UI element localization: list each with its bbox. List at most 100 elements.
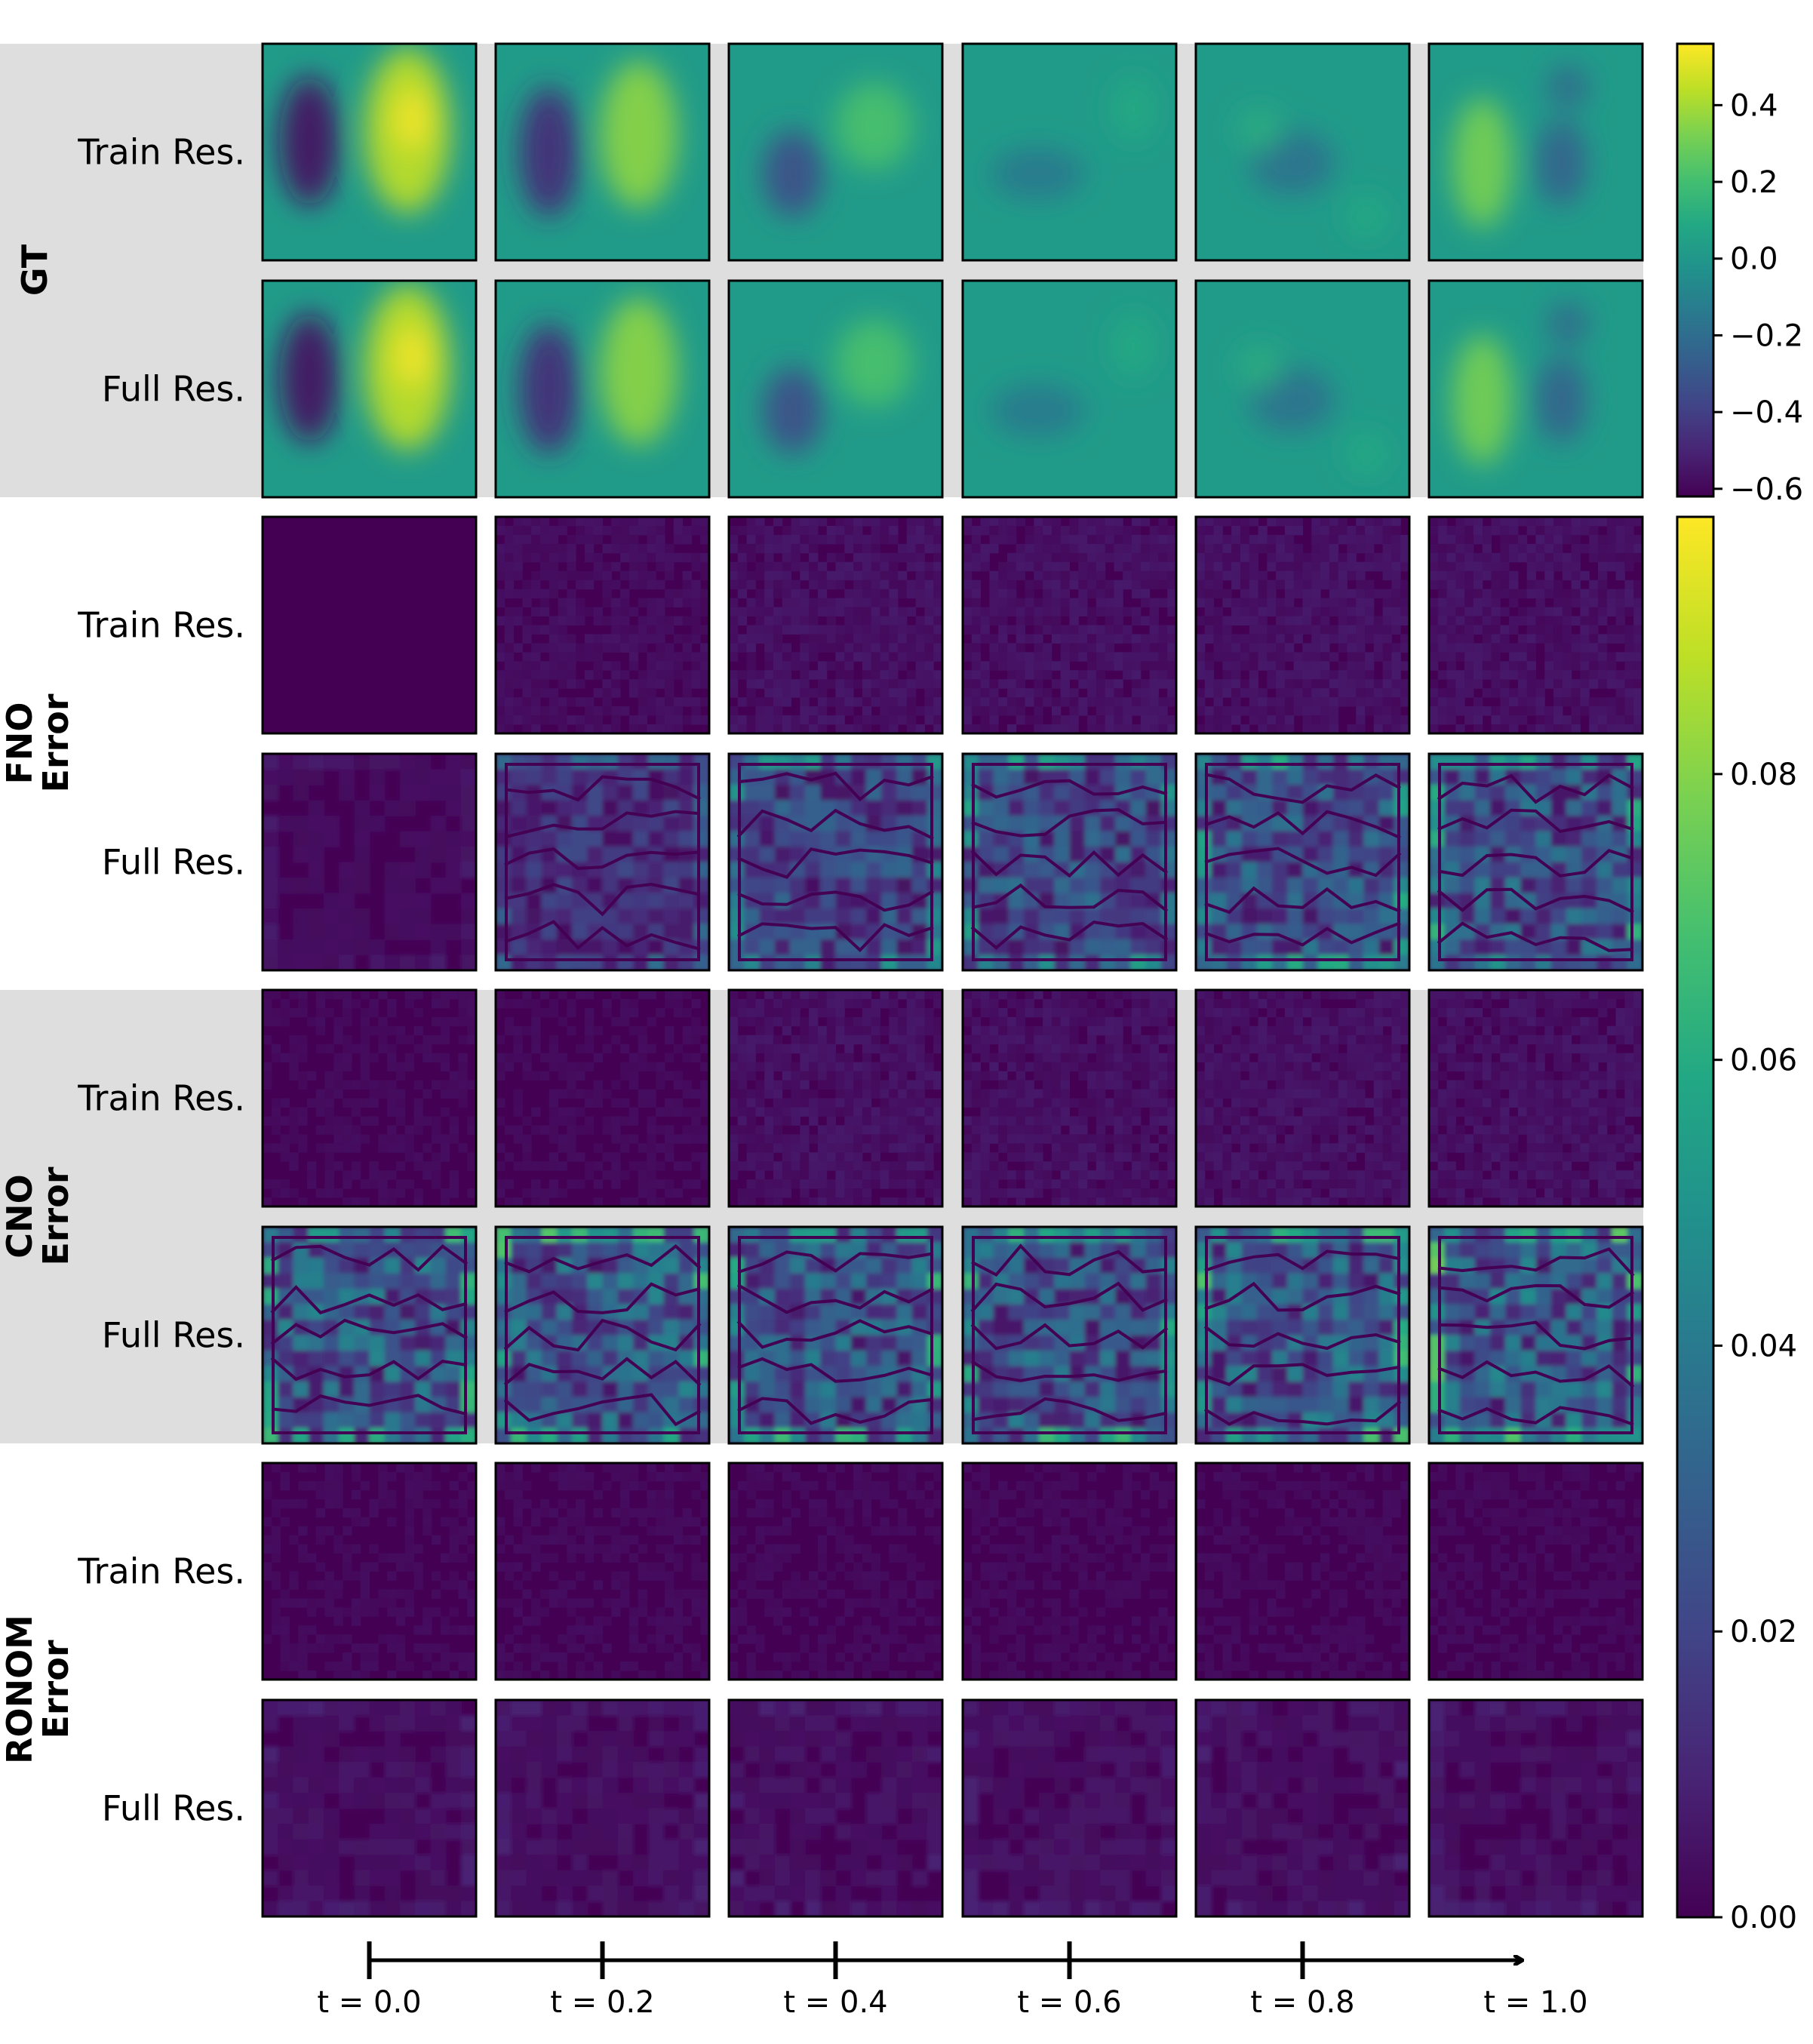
ronom-train-panel-t0.0 <box>261 1462 478 1681</box>
colorbar-tick-label: −0.4 <box>1730 395 1803 430</box>
ronom-full-panel-t0.8 <box>1194 1698 1411 1918</box>
ronom-train-row-label: Train Res. <box>77 1551 245 1592</box>
fno-train-panel-t0.6 <box>961 515 1178 735</box>
panel-frame <box>1194 515 1411 735</box>
panel-frame <box>727 752 944 972</box>
ronom-full-panel-t0.4 <box>727 1698 944 1918</box>
ronom-full-panel-t1.0 <box>1427 1698 1644 1918</box>
colorbar-tick-label: 0.0 <box>1730 242 1778 277</box>
field-colorbar: 0.4 0.2 0.0 −0.2 −0.4 −0.6 <box>1676 42 1803 507</box>
panel-frame <box>494 1698 711 1918</box>
panel-frame <box>1194 752 1411 972</box>
colorbar-tick-label: 0.04 <box>1730 1329 1797 1363</box>
cno-full-panel-t1.0 <box>1427 1225 1644 1445</box>
panel-frame <box>494 42 711 262</box>
time-axis: t = 0.0 t = 0.2 t = 0.4 t = 0.6 t = 0.8 t = 1… <box>317 1941 1588 2020</box>
panel-frame <box>727 515 944 735</box>
ronom-full-panel-t0.2 <box>494 1698 711 1918</box>
gt-full-panel-t0.2 <box>494 279 711 499</box>
ronom-train-panel-t0.4 <box>727 1462 944 1681</box>
ronom-full-panel-t0.6 <box>961 1698 1178 1918</box>
panel-frame <box>261 1462 478 1681</box>
cno-full-panel-t0.0 <box>261 1225 478 1445</box>
fno-full-row-label: Full Res. <box>102 842 245 883</box>
fno-train-row-label: Train Res. <box>77 605 245 646</box>
panel-frame <box>261 752 478 972</box>
gt-train-panel-t0.8 <box>1194 42 1411 262</box>
colorbar-tick-label: −0.2 <box>1730 318 1803 353</box>
gt-full-row-label: Full Res. <box>102 369 245 410</box>
panel-frame <box>261 42 478 262</box>
panel-frame <box>1194 1698 1411 1918</box>
gt-train-panel-t0.0 <box>261 42 478 262</box>
panel-frame <box>727 42 944 262</box>
fno-full-panel-t0.6 <box>961 752 1178 972</box>
ronom-full-panel-t0.0 <box>261 1698 478 1918</box>
panel-frame <box>961 752 1178 972</box>
panel-frame <box>1427 515 1644 735</box>
panel-frame <box>494 752 711 972</box>
gt-train-panel-t1.0 <box>1427 42 1644 262</box>
time-tick-label: t = 1.0 <box>1483 1985 1587 2020</box>
colorbar-tick-label: 0.4 <box>1730 88 1778 123</box>
fno-group-label-line: FNO <box>0 702 40 784</box>
panel-frame <box>1427 752 1644 972</box>
panel-frame <box>1194 1225 1411 1445</box>
panel-frame <box>961 279 1178 499</box>
fno-full-panel-t0.8 <box>1194 752 1411 972</box>
panel-frame <box>727 1225 944 1445</box>
ronom-train-panel-t0.8 <box>1194 1462 1411 1681</box>
panel-frame <box>261 1698 478 1918</box>
panel-frame <box>1194 42 1411 262</box>
panels <box>261 42 1644 1918</box>
gt-group-label-line: GT <box>14 244 55 296</box>
panel-frame <box>1427 1225 1644 1445</box>
cno-full-panel-t0.2 <box>494 1225 711 1445</box>
panel-frame <box>1194 279 1411 499</box>
panel-frame <box>1427 1698 1644 1918</box>
cno-train-panel-t1.0 <box>1427 988 1644 1208</box>
ronom-train-panel-t0.6 <box>961 1462 1178 1681</box>
cno-train-panel-t0.2 <box>494 988 711 1208</box>
cno-train-panel-t0.8 <box>1194 988 1411 1208</box>
ronom-group-label-line: Error <box>35 1640 76 1738</box>
panel-frame <box>1194 1462 1411 1681</box>
ronom-train-panel-t0.2 <box>494 1462 711 1681</box>
panel-frame <box>1427 1462 1644 1681</box>
panel-frame <box>494 1462 711 1681</box>
cno-group-label-line: CNO <box>0 1174 40 1258</box>
colorbar-tick-label: 0.08 <box>1730 758 1797 792</box>
fno-full-panel-t0.0 <box>261 752 478 972</box>
gt-train-panel-t0.2 <box>494 42 711 262</box>
panel-frame <box>727 279 944 499</box>
panel-frame <box>261 1225 478 1445</box>
cno-train-panel-t0.4 <box>727 988 944 1208</box>
gt-train-panel-t0.6 <box>961 42 1178 262</box>
panel-frame <box>961 1462 1178 1681</box>
colorbar-tick-label: −0.6 <box>1730 472 1803 507</box>
fno-group-label-line: Error <box>35 693 76 792</box>
time-tick-label: t = 0.6 <box>1017 1985 1121 2020</box>
time-tick-label: t = 0.8 <box>1250 1985 1354 2020</box>
cno-train-panel-t0.0 <box>261 988 478 1208</box>
time-tick-label: t = 0.2 <box>550 1985 654 2020</box>
cno-full-row-label: Full Res. <box>102 1315 245 1356</box>
panel-frame <box>961 42 1178 262</box>
panel-frame <box>961 1225 1178 1445</box>
fno-full-panel-t1.0 <box>1427 752 1644 972</box>
panel-frame <box>961 515 1178 735</box>
panel-frame <box>1194 988 1411 1208</box>
fno-train-panel-t0.0 <box>261 515 478 735</box>
gt-full-panel-t1.0 <box>1427 279 1644 499</box>
colorbar-tick-label: 0.02 <box>1730 1615 1797 1649</box>
colorbars: 0.40.20.0−0.2−0.4−0.60.080.060.040.020.0… <box>1676 42 1803 1935</box>
panel-frame <box>727 1698 944 1918</box>
gt-train-panel-t0.4 <box>727 42 944 262</box>
panel-frame <box>494 279 711 499</box>
cno-train-panel-t0.6 <box>961 988 1178 1208</box>
gt-full-panel-t0.0 <box>261 279 478 499</box>
